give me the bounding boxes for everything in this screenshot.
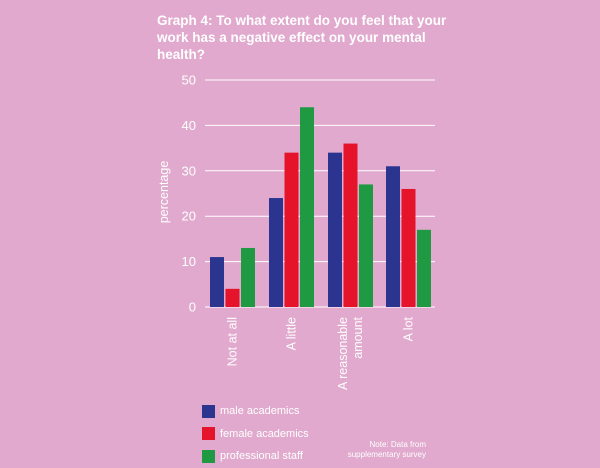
legend-item-male-academics: male academics: [202, 400, 309, 423]
gridlines: [205, 79, 435, 308]
legend-swatch-female-academics: [202, 427, 215, 441]
bar-male-academics-0: [210, 257, 224, 307]
bar-female-academics-2: [343, 143, 358, 307]
bar-professional-staff-0: [241, 247, 255, 307]
bar-professional-staff-3: [417, 229, 431, 307]
bar-professional-staff-2: [359, 184, 373, 307]
bar-male-academics-2: [328, 152, 342, 307]
x-tick-label: Not at all: [226, 317, 240, 366]
chart-title: Graph 4: To what extent do you feel that…: [157, 13, 447, 62]
x-tick-label: A little: [285, 317, 299, 350]
y-axis-label: percentage: [157, 161, 171, 224]
bar-male-academics-1: [269, 198, 283, 307]
x-axis-ticks: Not at all A little A reasonableamount A lo…: [226, 316, 416, 390]
legend-label: male academics: [220, 405, 300, 418]
legend: male academics female academics professi…: [202, 400, 309, 468]
legend-item-female-academics: female academics: [202, 423, 309, 446]
y-tick-label: 30: [182, 163, 196, 178]
y-tick-label: 50: [182, 73, 196, 88]
legend-swatch-professional-staff: [202, 449, 215, 463]
bar-male-academics-3: [386, 166, 400, 307]
bar-female-academics-1: [284, 152, 299, 307]
y-tick-label: 0: [189, 300, 196, 315]
legend-swatch-male-academics: [202, 404, 215, 418]
y-axis-ticks: 0 10 20 30 40 50: [182, 73, 196, 315]
legend-label: professional staff: [220, 450, 303, 463]
bar-professional-staff-1: [300, 107, 314, 308]
footnote: Note: Data from supplementary survey: [347, 440, 426, 459]
bar-female-academics-3: [401, 188, 416, 307]
x-tick-label: A lot: [402, 316, 416, 341]
y-tick-label: 40: [182, 118, 196, 133]
x-tick-label: A reasonableamount: [336, 316, 365, 390]
legend-label: female academics: [220, 427, 309, 440]
legend-item-professional-staff: professional staff: [202, 445, 309, 468]
bar-female-academics-0: [225, 288, 240, 307]
y-tick-label: 10: [182, 254, 196, 269]
bars: [210, 107, 431, 308]
y-tick-label: 20: [182, 209, 196, 224]
